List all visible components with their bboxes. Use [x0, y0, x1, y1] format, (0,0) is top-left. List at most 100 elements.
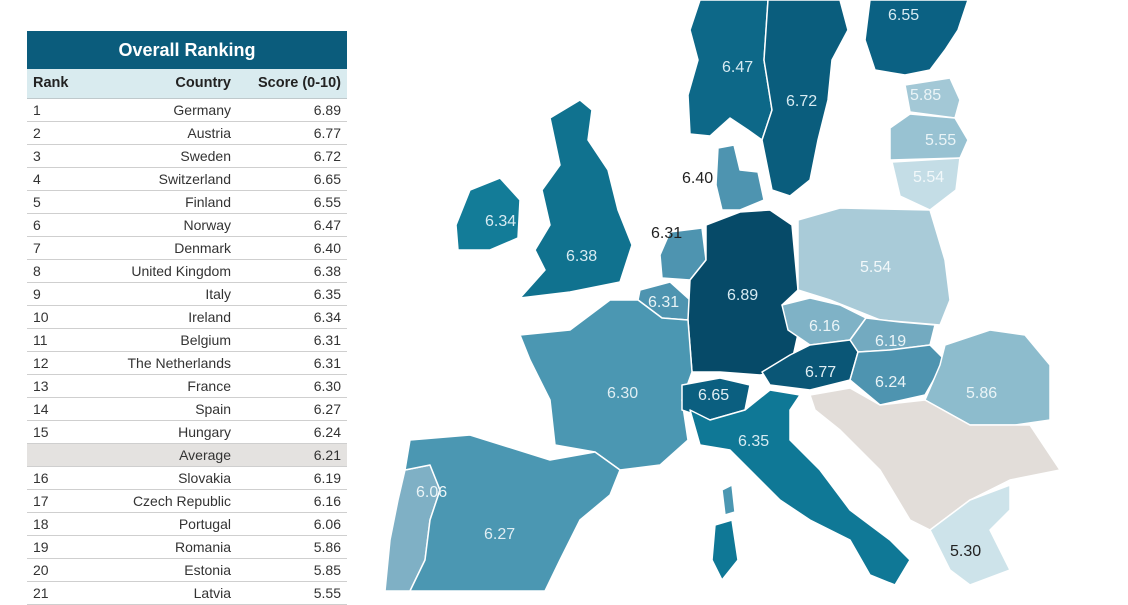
- country-cell: France: [187, 378, 231, 394]
- score-cell: 6.30: [313, 378, 341, 394]
- label-slovakia: 6.19: [875, 333, 906, 350]
- rank-cell: 17: [33, 493, 49, 509]
- score-cell: 6.19: [313, 470, 341, 486]
- rank-cell: [27, 444, 87, 466]
- country-poland: [797, 207, 951, 326]
- country-cell: Belgium: [180, 332, 231, 348]
- label-romania: 5.86: [966, 385, 997, 402]
- country-cell: Finland: [185, 194, 231, 210]
- table-row: 21 Latvia 5.55: [27, 582, 347, 605]
- island-sardinia: [711, 519, 739, 581]
- label-uk: 6.38: [566, 248, 597, 265]
- label-denmark: 6.40: [682, 170, 713, 187]
- label-greece: 5.30: [950, 543, 981, 560]
- region-balkans-no-data: [809, 387, 1061, 531]
- label-finland: 6.55: [888, 7, 919, 24]
- score-cell: 6.40: [313, 240, 341, 256]
- score-cell: 6.21: [313, 447, 341, 463]
- country-sweden: [761, 0, 849, 197]
- country-cell: Denmark: [174, 240, 231, 256]
- table-header: Rank Country Score (0-10): [27, 69, 347, 99]
- table-row: 13 France 6.30: [27, 375, 347, 398]
- country-lithuania: [891, 157, 961, 211]
- table-title: Overall Ranking: [27, 31, 347, 69]
- score-cell: 6.31: [313, 332, 341, 348]
- country-latvia: [889, 113, 969, 161]
- country-cell: Romania: [174, 539, 231, 555]
- table-body: 1 Germany 6.89 2 Austria 6.77 3 Sweden 6.72 4 Swit…: [27, 99, 347, 605]
- rank-cell: 18: [33, 516, 49, 532]
- table-row: 20 Estonia 5.85: [27, 559, 347, 582]
- ranking-table: Overall Ranking Rank Country Score (0-10…: [27, 31, 347, 605]
- country-uk: [519, 99, 633, 299]
- score-cell: 6.35: [313, 286, 341, 302]
- table-row: 6 Norway 6.47: [27, 214, 347, 237]
- country-cell: Norway: [183, 217, 231, 233]
- score-cell: 6.16: [313, 493, 341, 509]
- country-cell: Hungary: [178, 424, 231, 440]
- rank-cell: 4: [33, 171, 41, 187]
- rank-cell: 10: [33, 309, 49, 325]
- country-cell: The Netherlands: [127, 355, 231, 371]
- rank-cell: 21: [33, 585, 49, 601]
- island-corsica: [721, 484, 736, 516]
- score-cell: 5.55: [313, 585, 341, 601]
- table-row: 7 Denmark 6.40: [27, 237, 347, 260]
- country-estonia: [904, 77, 961, 119]
- label-portugal: 6.06: [416, 484, 447, 501]
- label-spain: 6.27: [484, 526, 515, 543]
- country-cell: Sweden: [180, 148, 231, 164]
- table-row: 10 Ireland 6.34: [27, 306, 347, 329]
- label-poland: 5.54: [860, 259, 891, 276]
- label-hungary: 6.24: [875, 374, 906, 391]
- table-row: 2 Austria 6.77: [27, 122, 347, 145]
- country-romania: [924, 329, 1051, 426]
- label-ireland: 6.34: [485, 213, 516, 230]
- country-cell: Portugal: [178, 516, 231, 532]
- country-denmark: [715, 144, 765, 211]
- rank-cell: 16: [33, 470, 49, 486]
- label-france: 6.30: [607, 385, 638, 402]
- label-italy: 6.35: [738, 433, 769, 450]
- rank-cell: 2: [33, 125, 41, 141]
- table-row: 9 Italy 6.35: [27, 283, 347, 306]
- country-italy: [689, 389, 911, 586]
- rank-cell: 12: [33, 355, 49, 371]
- score-cell: 6.27: [313, 401, 341, 417]
- label-czech: 6.16: [809, 318, 840, 335]
- rank-cell: 6: [33, 217, 41, 233]
- rank-cell: 13: [33, 378, 49, 394]
- rank-cell: 11: [33, 332, 48, 348]
- score-cell: 6.77: [313, 125, 341, 141]
- table-row: 3 Sweden 6.72: [27, 145, 347, 168]
- rank-cell: 7: [33, 240, 41, 256]
- score-cell: 5.85: [313, 562, 341, 578]
- table-row: 5 Finland 6.55: [27, 191, 347, 214]
- rank-cell: 8: [33, 263, 41, 279]
- col-rank: Rank: [33, 75, 69, 91]
- table-row: 14 Spain 6.27: [27, 398, 347, 421]
- score-cell: 6.24: [313, 424, 341, 440]
- table-row: 19 Romania 5.86: [27, 536, 347, 559]
- country-cell: Czech Republic: [132, 493, 231, 509]
- score-cell: 6.38: [313, 263, 341, 279]
- country-cell: Spain: [195, 401, 231, 417]
- score-cell: 6.31: [313, 355, 341, 371]
- table-row: 12 The Netherlands 6.31: [27, 352, 347, 375]
- score-cell: 5.86: [313, 539, 341, 555]
- country-cell: United Kingdom: [131, 263, 231, 279]
- table-row: 4 Switzerland 6.65: [27, 168, 347, 191]
- col-country: Country: [175, 75, 231, 91]
- score-cell: 6.65: [313, 171, 341, 187]
- score-cell: 6.55: [313, 194, 341, 210]
- label-germany: 6.89: [727, 287, 758, 304]
- rank-cell: 5: [33, 194, 41, 210]
- label-latvia: 5.55: [925, 132, 956, 149]
- score-cell: 6.89: [313, 102, 341, 118]
- rank-cell: 19: [33, 539, 49, 555]
- label-sweden: 6.72: [786, 93, 817, 110]
- label-norway: 6.47: [722, 59, 753, 76]
- label-lithuania: 5.54: [913, 169, 944, 186]
- score-cell: 6.72: [313, 148, 341, 164]
- country-cell: Average: [179, 447, 231, 463]
